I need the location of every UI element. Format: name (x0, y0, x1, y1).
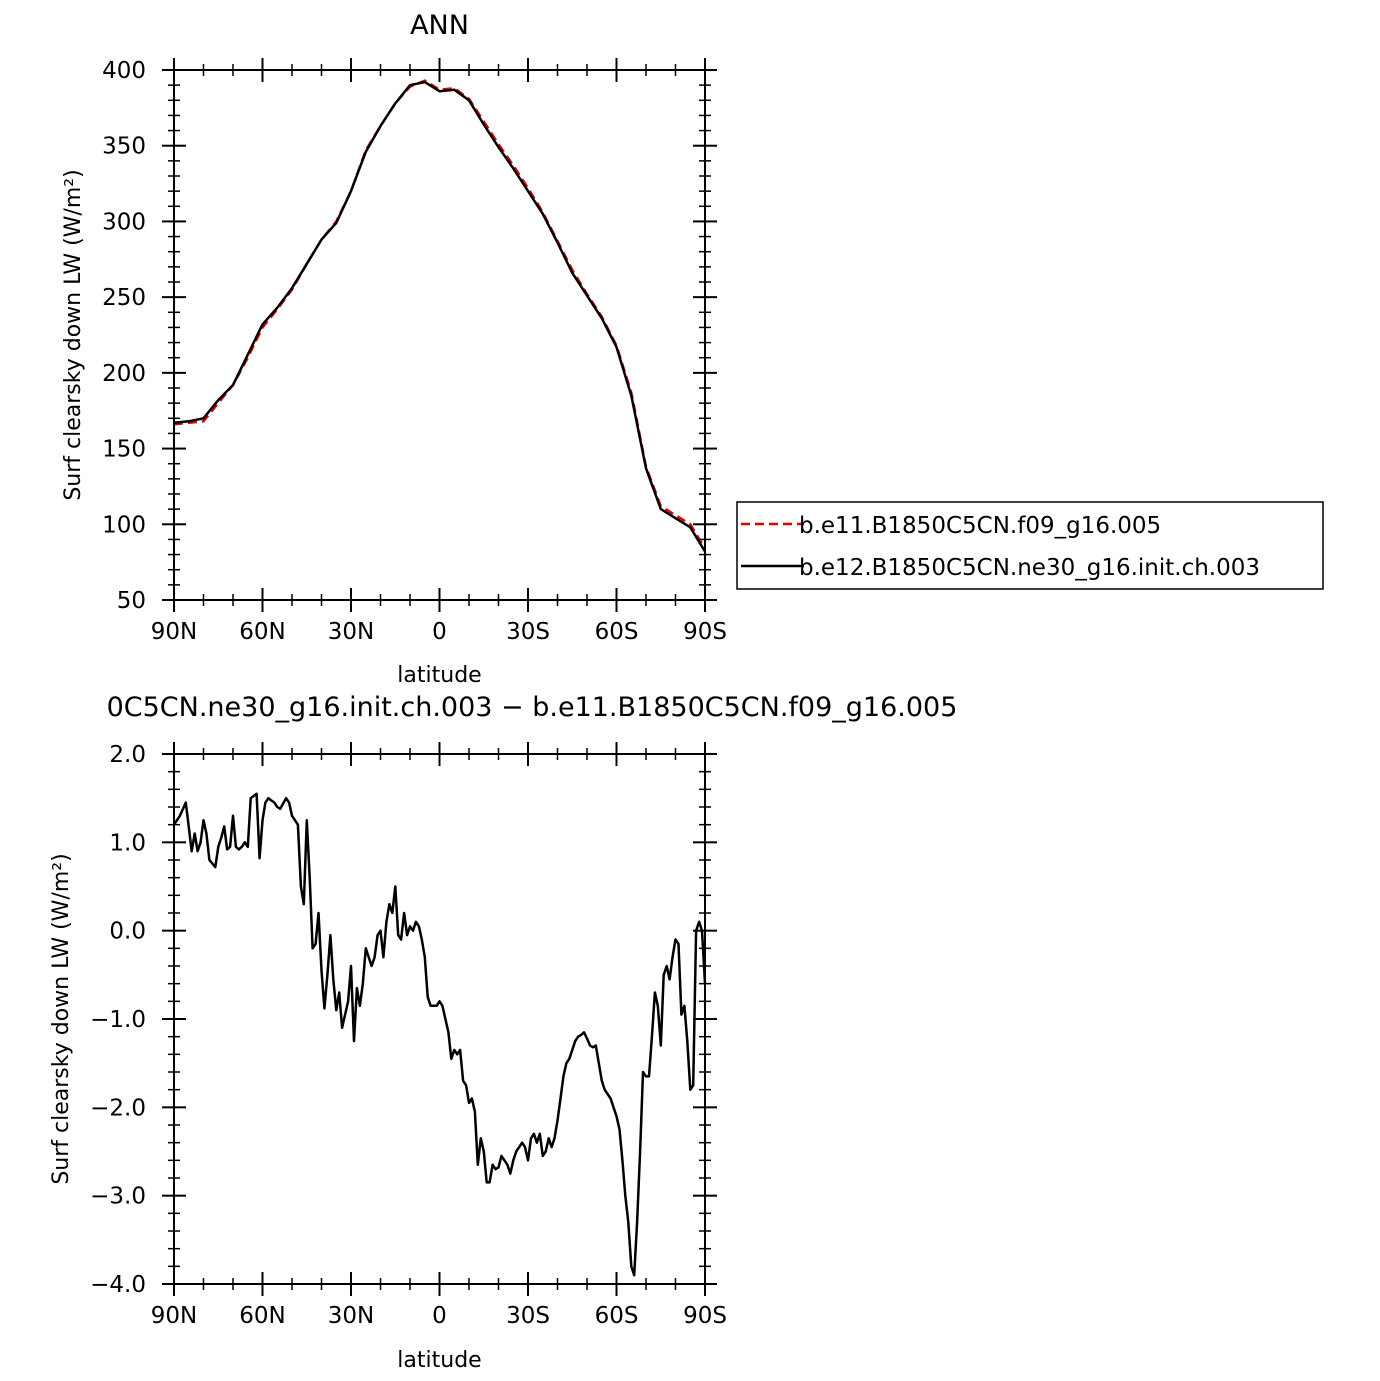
bottom-chart-x-tick-label: 30N (328, 1303, 374, 1329)
top-chart-x-tick-label: 0 (432, 619, 447, 645)
legend-label-series-1: b.e11.B1850C5CN.f09_g16.005 (799, 513, 1161, 539)
top-chart-x-tick-label: 90S (683, 619, 727, 645)
bottom-chart-marks (172, 792, 707, 1277)
top-chart-ylabel: Surf clearsky down LW (W/m²) (61, 169, 86, 500)
bottom-chart-y-tick-label: −2.0 (90, 1095, 146, 1121)
top-chart-y-tick-label: 50 (117, 588, 146, 614)
bottom-chart: 0C5CN.ne30_g16.init.ch.003 − b.e11.B1850… (49, 692, 957, 1373)
bottom-chart-y-tick-label: −4.0 (90, 1272, 146, 1298)
legend: b.e11.B1850C5CN.f09_g16.005 b.e12.B1850C… (736, 501, 1324, 590)
top-chart-y-tick-label: 100 (102, 512, 146, 538)
bottom-chart-x-tick-label: 60N (239, 1303, 285, 1329)
top-chart-y-tick-label: 200 (102, 361, 146, 387)
top-chart-y-tick-label: 150 (102, 437, 146, 463)
top-chart-x-tick-label: 60S (595, 619, 639, 645)
top-chart-y-tick-label: 400 (102, 58, 146, 84)
top-chart-ticks: 90N 60N 30N 0 30S 60S 90S 50 100 150 200 250 300 350 4… (102, 58, 727, 645)
legend-label-series-2: b.e12.B1850C5CN.ne30_g16.init.ch.003 (799, 555, 1260, 581)
top-chart-y-tick-label: 300 (102, 209, 146, 235)
top-chart-y-tick-label: 250 (102, 285, 146, 311)
top-chart-x-tick-label: 30N (328, 619, 374, 645)
bottom-chart-x-tick-label: 60S (595, 1303, 639, 1329)
top-chart-marks (173, 79, 707, 553)
bottom-chart-title: 0C5CN.ne30_g16.init.ch.003 − b.e11.B1850… (107, 692, 958, 723)
bottom-chart-y-tick-label: −1.0 (90, 1007, 146, 1033)
top-chart-title: ANN (410, 10, 469, 41)
top-chart-x-tick-label: 90N (151, 619, 197, 645)
bottom-chart-y-tick-label: −3.0 (90, 1184, 146, 1210)
bottom-chart-ticks: 90N 60N 30N 0 30S 60S 90S −4.0 −3.0 −2.0 −1.0 0.0 1.… (90, 742, 727, 1329)
bottom-chart-xlabel: latitude (397, 1348, 481, 1373)
top-chart-y-tick-label: 350 (102, 134, 146, 160)
top-chart-series-line-1 (173, 79, 707, 550)
top-chart-series-line-2 (173, 80, 707, 553)
bottom-chart-x-tick-label: 90N (151, 1303, 197, 1329)
bottom-chart-ylabel: Surf clearsky down LW (W/m²) (49, 853, 74, 1184)
bottom-chart-y-tick-label: 1.0 (109, 830, 146, 856)
top-chart: ANN 90N 60N 30N 0 30S 60S 90S 50 100 150 200 250 300… (61, 10, 1324, 688)
legend-box (736, 501, 1324, 590)
top-chart-xlabel: latitude (397, 663, 481, 688)
bottom-chart-x-tick-label: 30S (506, 1303, 550, 1329)
bottom-chart-x-tick-label: 0 (432, 1303, 447, 1329)
top-chart-frame (173, 69, 706, 601)
bottom-chart-y-tick-label: 2.0 (109, 742, 146, 768)
bottom-chart-series-line-1 (172, 792, 707, 1277)
bottom-chart-x-tick-label: 90S (683, 1303, 727, 1329)
top-chart-x-tick-label: 30S (506, 619, 550, 645)
top-chart-x-tick-label: 60N (239, 619, 285, 645)
bottom-chart-y-tick-label: 0.0 (109, 919, 146, 945)
